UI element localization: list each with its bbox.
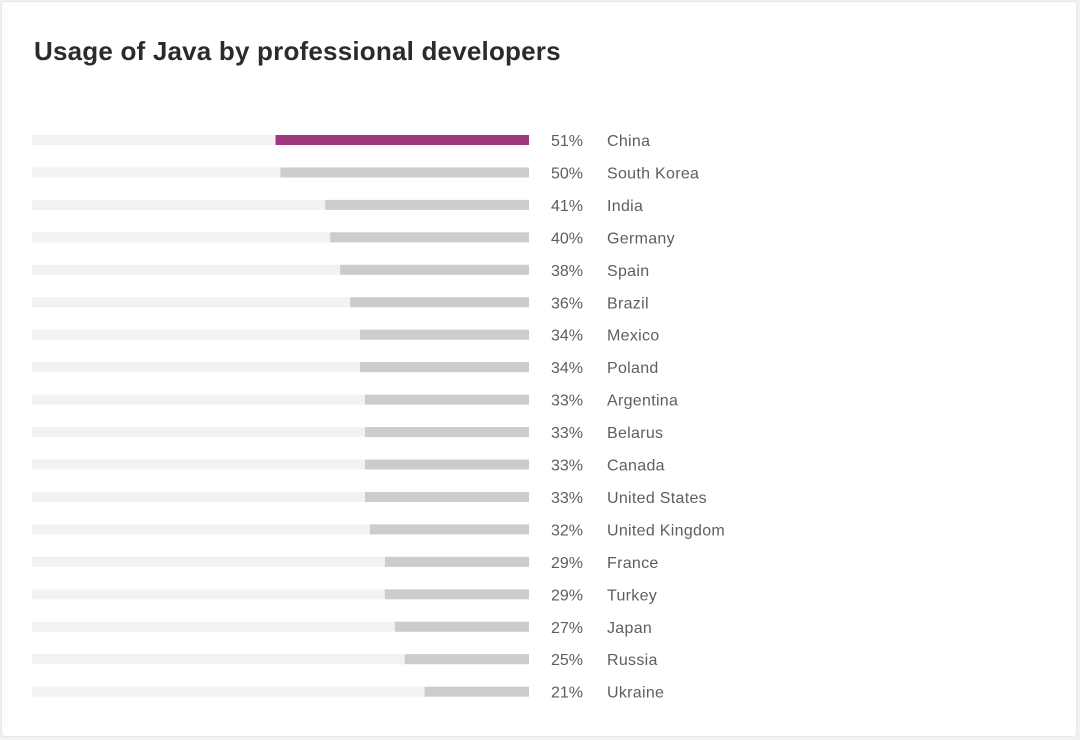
bar-france: [384, 556, 529, 567]
bar-brazil: [350, 297, 529, 308]
bar-track: [32, 394, 529, 405]
category-label: Argentina: [607, 393, 678, 410]
chart-title: Usage of Java by professional developers: [34, 36, 561, 66]
bar-india: [325, 199, 529, 210]
bar-value-label: 34%: [551, 328, 583, 345]
bar-value-label: 33%: [551, 425, 583, 442]
bar-row-spain: 38% Spain: [32, 263, 649, 280]
bar-value-label: 21%: [551, 685, 583, 702]
category-label: China: [607, 133, 650, 150]
bar-value-label: 33%: [551, 393, 583, 410]
bar-value-label: 25%: [551, 652, 583, 669]
bar-track: [32, 556, 529, 567]
category-label: France: [607, 555, 659, 572]
bar-track: [32, 686, 529, 697]
bar-value-label: 33%: [551, 490, 583, 507]
bar-spain: [340, 264, 529, 275]
bar-row-china: 51% China: [32, 133, 650, 150]
bar-value-label: 36%: [551, 295, 583, 312]
bar-track: [32, 329, 529, 340]
bar-china: [275, 135, 529, 145]
bar-value-label: 40%: [551, 230, 583, 247]
bar-value-label: 27%: [551, 620, 583, 637]
bar-south-korea: [280, 167, 529, 178]
bar-ukraine: [424, 686, 529, 697]
bar-track: [32, 654, 529, 665]
category-label: Russia: [607, 652, 658, 669]
category-label: United States: [607, 490, 707, 507]
bar-row-united-states: 33% United States: [32, 490, 707, 507]
bar-track: [32, 491, 529, 502]
bar-track: [32, 199, 529, 210]
bar-value-label: 33%: [551, 458, 583, 475]
category-label: Japan: [607, 620, 652, 637]
bar-value-label: 51%: [551, 133, 583, 150]
bar-value-label: 41%: [551, 198, 583, 215]
bar-track: [32, 524, 529, 535]
bar-belarus: [364, 427, 529, 438]
bar-united-states: [364, 491, 529, 502]
category-label: Turkey: [607, 587, 657, 604]
bar-row-turkey: 29% Turkey: [32, 587, 657, 604]
category-label: Ukraine: [607, 685, 664, 702]
bar-germany: [330, 232, 529, 243]
bar-row-canada: 33% Canada: [32, 458, 665, 475]
category-label: India: [607, 198, 643, 215]
bar-row-russia: 25% Russia: [32, 652, 658, 669]
category-label: Canada: [607, 458, 665, 475]
bar-row-argentina: 33% Argentina: [32, 393, 678, 410]
bar-value-label: 29%: [551, 587, 583, 604]
bar-canada: [364, 459, 529, 470]
bar-row-south-korea: 50% South Korea: [32, 165, 699, 182]
bar-japan: [394, 621, 529, 632]
bar-value-label: 29%: [551, 555, 583, 572]
bar-row-poland: 34% Poland: [32, 360, 659, 377]
bar-track: [32, 589, 529, 600]
bar-value-label: 50%: [551, 165, 583, 182]
bar-value-label: 38%: [551, 263, 583, 280]
bar-russia: [404, 654, 529, 665]
bar-track: [32, 297, 529, 308]
bar-row-ukraine: 21% Ukraine: [32, 685, 664, 702]
category-label: Brazil: [607, 295, 649, 312]
bar-value-label: 32%: [551, 522, 583, 539]
bar-row-germany: 40% Germany: [32, 230, 675, 247]
category-label: South Korea: [607, 165, 699, 182]
category-label: Mexico: [607, 328, 659, 345]
bar-turkey: [384, 589, 529, 600]
bar-row-united-kingdom: 32% United Kingdom: [32, 522, 725, 539]
bar-row-mexico: 34% Mexico: [32, 328, 659, 345]
bar-track: [32, 427, 529, 438]
bar-track: [32, 362, 529, 373]
bar-row-brazil: 36% Brazil: [32, 295, 649, 312]
bar-mexico: [360, 329, 529, 340]
bar-track: [32, 264, 529, 275]
category-label: Poland: [607, 360, 659, 377]
bar-row-japan: 27% Japan: [32, 620, 652, 637]
category-label: Germany: [607, 230, 675, 247]
bar-track: [32, 232, 529, 243]
bar-track: [32, 621, 529, 632]
bar-row-belarus: 33% Belarus: [32, 425, 663, 442]
bar-poland: [360, 362, 529, 373]
bar-united-kingdom: [369, 524, 529, 535]
category-label: United Kingdom: [607, 522, 725, 539]
bar-row-india: 41% India: [32, 198, 643, 215]
category-label: Belarus: [607, 425, 663, 442]
bar-value-label: 34%: [551, 360, 583, 377]
category-label: Spain: [607, 263, 649, 280]
bar-track: [32, 459, 529, 470]
bar-argentina: [364, 394, 529, 405]
bar-row-france: 29% France: [32, 555, 659, 572]
